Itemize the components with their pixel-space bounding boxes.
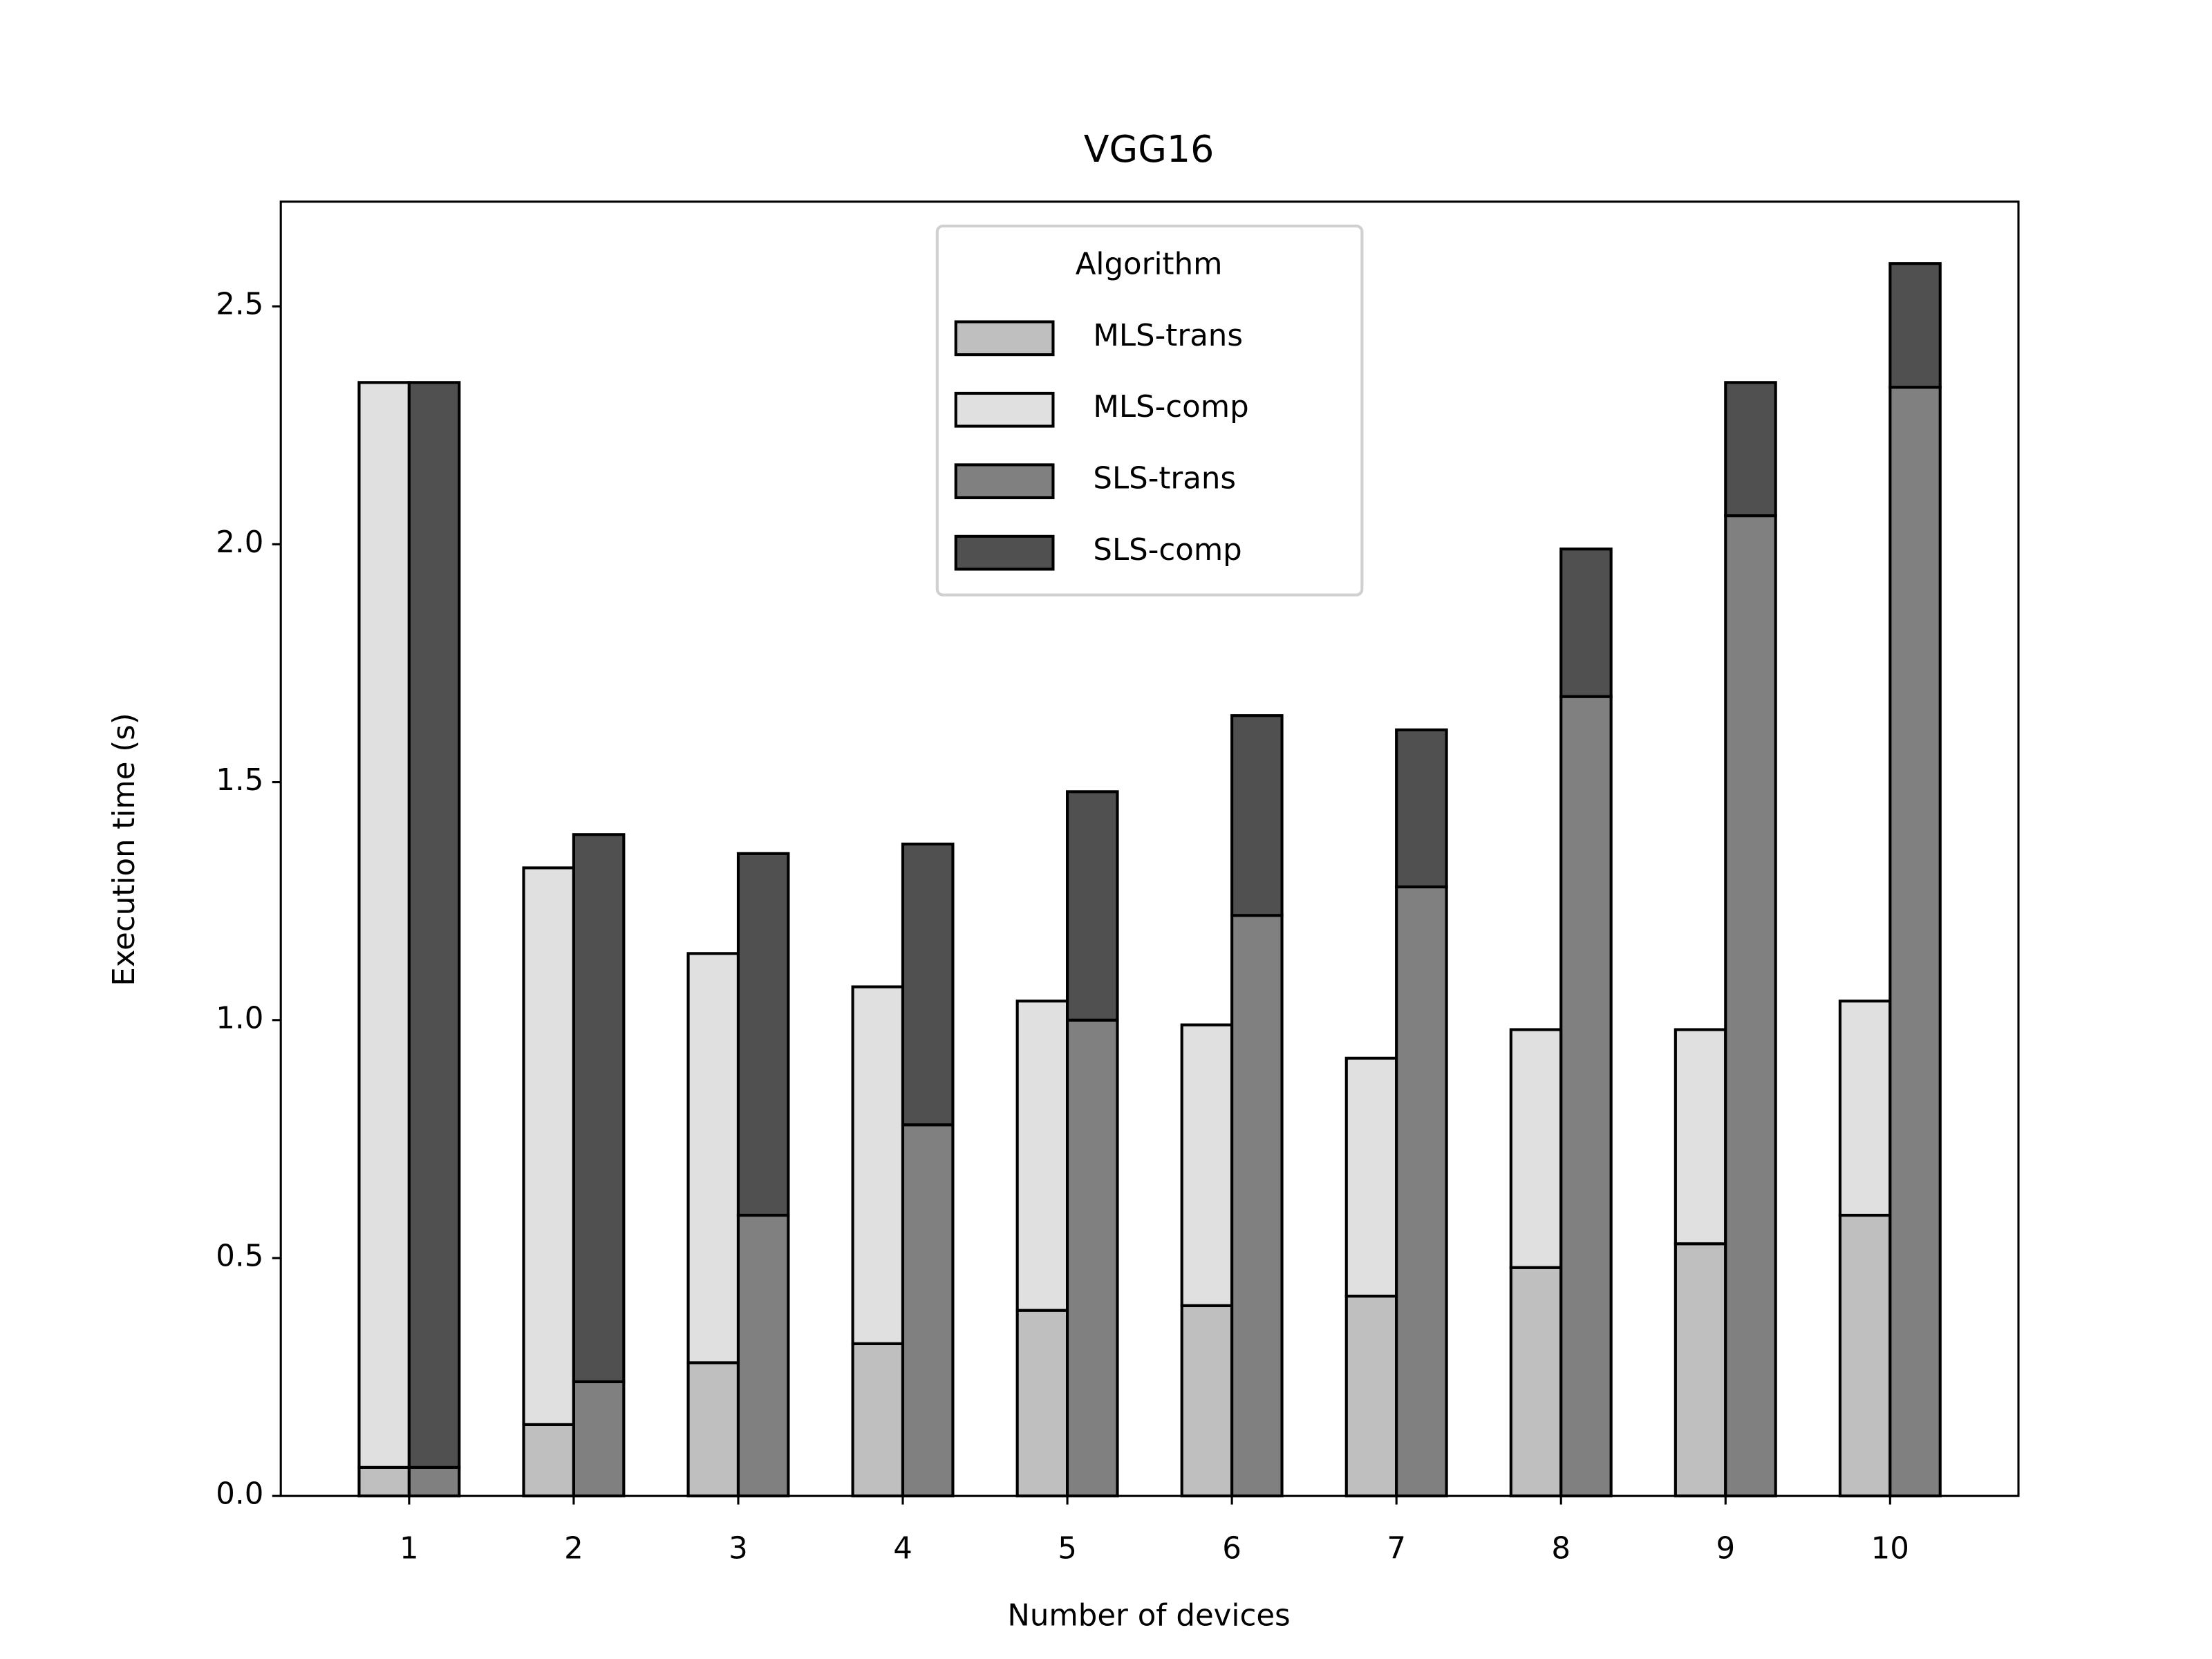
x-tick-label: 10 bbox=[1871, 1531, 1909, 1566]
y-tick-label: 0.0 bbox=[216, 1477, 263, 1512]
x-tick-label: 2 bbox=[564, 1531, 583, 1566]
legend-label: MLS-comp bbox=[1093, 390, 1248, 424]
bar bbox=[1724, 381, 1777, 518]
y-axis-label: Execution time (s) bbox=[107, 713, 142, 986]
bar bbox=[1509, 1266, 1563, 1498]
bar bbox=[1180, 1023, 1234, 1307]
x-tick-label: 6 bbox=[1222, 1531, 1241, 1566]
y-tick-label: 1.0 bbox=[216, 1001, 263, 1035]
bar bbox=[1344, 1056, 1398, 1298]
legend-box bbox=[935, 224, 1364, 597]
bar bbox=[407, 1465, 461, 1498]
bar bbox=[686, 952, 740, 1365]
bar bbox=[1509, 1028, 1563, 1269]
bar bbox=[1230, 714, 1284, 917]
legend-swatch bbox=[954, 320, 1055, 357]
y-tick-label: 1.5 bbox=[216, 763, 263, 798]
legend-swatch bbox=[954, 463, 1055, 500]
bar bbox=[522, 1423, 576, 1498]
legend-label: SLS-trans bbox=[1093, 462, 1236, 496]
bar bbox=[1838, 1213, 1892, 1498]
y-tick-label: 2.5 bbox=[216, 288, 263, 322]
x-tick-label: 1 bbox=[400, 1531, 419, 1566]
bar bbox=[686, 1361, 740, 1498]
legend-label: SLS-comp bbox=[1093, 533, 1241, 568]
bar bbox=[1015, 1000, 1069, 1312]
bar bbox=[357, 1465, 411, 1498]
bar bbox=[572, 1380, 626, 1498]
legend: Algorithm MLS-trans MLS-comp SLS-trans SLS-c… bbox=[935, 224, 1364, 597]
bar bbox=[1066, 1018, 1119, 1498]
bar bbox=[572, 833, 626, 1383]
chart-title: VGG16 bbox=[1084, 127, 1215, 171]
bar bbox=[1180, 1304, 1234, 1498]
bar bbox=[1888, 262, 1942, 389]
bar bbox=[522, 866, 576, 1426]
bar bbox=[736, 852, 790, 1217]
x-tick-label: 5 bbox=[1058, 1531, 1077, 1566]
y-tick-label: 0.5 bbox=[216, 1239, 263, 1273]
bar bbox=[1559, 547, 1613, 698]
x-tick-label: 7 bbox=[1387, 1531, 1406, 1566]
bar bbox=[357, 381, 411, 1469]
bar bbox=[1838, 1000, 1892, 1217]
bar bbox=[851, 985, 905, 1345]
bar bbox=[407, 381, 461, 1469]
bar bbox=[1724, 514, 1777, 1498]
y-tick-label: 2.0 bbox=[216, 525, 263, 560]
legend-swatch bbox=[954, 391, 1055, 428]
x-tick-label: 8 bbox=[1551, 1531, 1571, 1566]
bar bbox=[736, 1213, 790, 1498]
x-tick-label: 9 bbox=[1716, 1531, 1735, 1566]
legend-title: Algorithm bbox=[1076, 247, 1223, 281]
legend-label: MLS-trans bbox=[1093, 319, 1243, 353]
legend-swatch bbox=[954, 534, 1055, 571]
bar bbox=[1395, 885, 1448, 1498]
bar bbox=[1344, 1294, 1398, 1498]
bar bbox=[1674, 1242, 1727, 1498]
bar bbox=[1395, 728, 1448, 889]
bar bbox=[851, 1342, 905, 1498]
bar bbox=[901, 842, 955, 1127]
bar bbox=[1015, 1309, 1069, 1498]
x-axis-label: Number of devices bbox=[1007, 1599, 1290, 1633]
bar bbox=[1674, 1028, 1727, 1246]
plot-frame bbox=[279, 200, 2020, 1497]
bar bbox=[1559, 695, 1613, 1498]
x-tick-label: 4 bbox=[893, 1531, 912, 1566]
bar bbox=[1230, 914, 1284, 1498]
bar bbox=[1066, 790, 1119, 1022]
x-tick-label: 3 bbox=[729, 1531, 748, 1566]
bar bbox=[1888, 386, 1942, 1498]
bar bbox=[901, 1123, 955, 1498]
